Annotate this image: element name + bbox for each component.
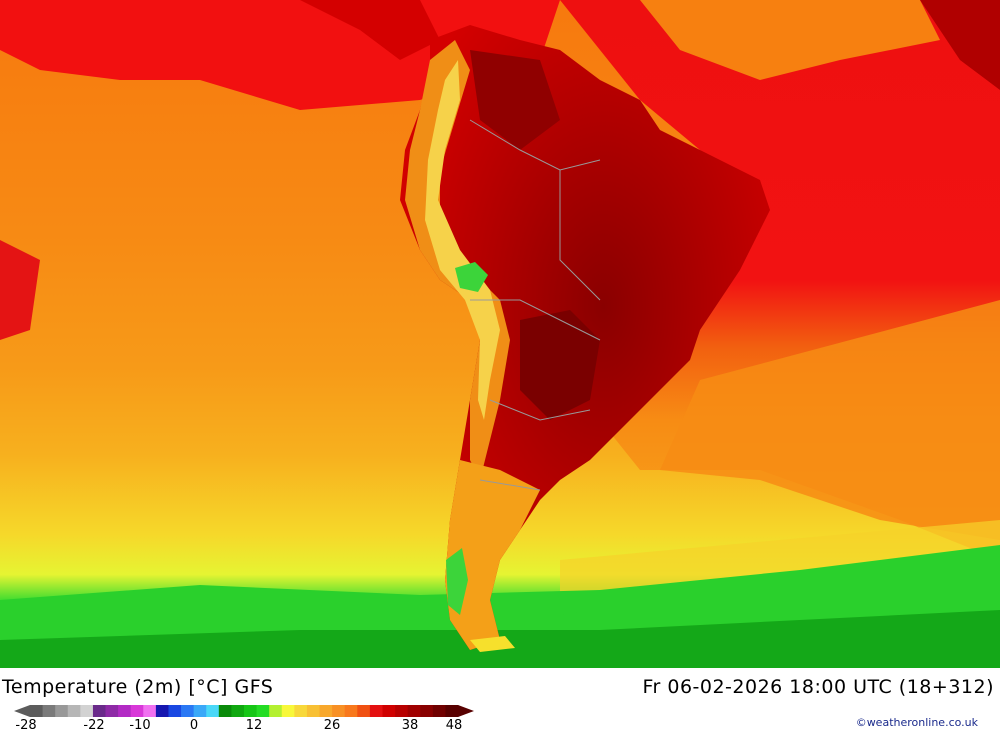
legend-swatch	[181, 705, 195, 717]
legend-swatch	[420, 705, 434, 717]
legend-swatch	[256, 705, 270, 717]
legend-swatch	[55, 705, 69, 717]
legend-tick-label: -22	[83, 718, 105, 733]
andes-cool-core	[425, 60, 500, 420]
legend-swatch	[231, 705, 245, 717]
patagonia	[445, 460, 540, 650]
east-pacific-warm-tongue	[0, 240, 40, 340]
south-atlantic-orange	[660, 300, 1000, 540]
amazon-heat	[470, 50, 560, 150]
legend-swatch	[193, 705, 207, 717]
legend-swatch	[332, 705, 346, 717]
legend-tick-label: 26	[323, 718, 341, 733]
central-america	[300, 0, 440, 60]
legend-swatch	[445, 705, 459, 717]
legend-swatch	[369, 705, 383, 717]
legend-tick-label: -28	[15, 718, 37, 733]
legend-swatch	[168, 705, 182, 717]
temperature-map	[0, 0, 1000, 668]
legend-arrow-low	[14, 705, 30, 717]
legend-swatch	[42, 705, 56, 717]
map-footer	[0, 668, 1000, 733]
falkland-islands	[560, 612, 582, 622]
legend-swatch	[92, 705, 106, 717]
legend-swatch	[30, 705, 43, 717]
legend-swatch	[294, 705, 308, 717]
legend-swatch	[118, 705, 132, 717]
altiplano-green	[455, 262, 488, 292]
legend-swatch	[319, 705, 333, 717]
legend-swatch	[432, 705, 446, 717]
legend-swatch	[218, 705, 232, 717]
legend-tick-label: 0	[189, 718, 199, 733]
legend-swatch	[130, 705, 144, 717]
legend-arrow-high	[458, 705, 474, 717]
legend-tick-label: 48	[445, 718, 463, 733]
legend-swatch	[357, 705, 371, 717]
map-title: Temperature (2m) [°C] GFS	[2, 676, 274, 698]
extreme-heat-core	[520, 310, 600, 420]
legend-tick-label: 12	[245, 718, 263, 733]
patagonia-cool	[446, 548, 468, 615]
legend-swatch	[306, 705, 320, 717]
legend-swatch	[67, 705, 81, 717]
africa-corner	[920, 0, 1000, 90]
legend-swatch	[407, 705, 421, 717]
legend-swatch	[155, 705, 169, 717]
credit-link[interactable]: ©weatheronline.co.uk	[855, 716, 978, 729]
legend-swatch	[105, 705, 119, 717]
valid-time: Fr 06-02-2026 18:00 UTC (18+312)	[642, 676, 994, 698]
legend-swatch	[244, 705, 257, 717]
legend-bar	[14, 705, 474, 717]
legend-swatch	[80, 705, 94, 717]
legend-tick-label: 38	[401, 718, 419, 733]
country-borders	[469, 119, 601, 491]
legend-swatch	[143, 705, 157, 717]
legend-swatch	[344, 705, 358, 717]
color-legend: -28 -22 -10 0 12 26 38 48	[14, 704, 474, 733]
legend-swatch	[281, 705, 295, 717]
north-atlantic-orange	[640, 0, 940, 80]
legend-swatch	[269, 705, 283, 717]
legend-swatch	[382, 705, 396, 717]
legend-swatch	[206, 705, 220, 717]
legend-tick-label: -10	[129, 718, 151, 733]
legend-swatch	[395, 705, 409, 717]
tierra-del-fuego	[470, 636, 515, 652]
